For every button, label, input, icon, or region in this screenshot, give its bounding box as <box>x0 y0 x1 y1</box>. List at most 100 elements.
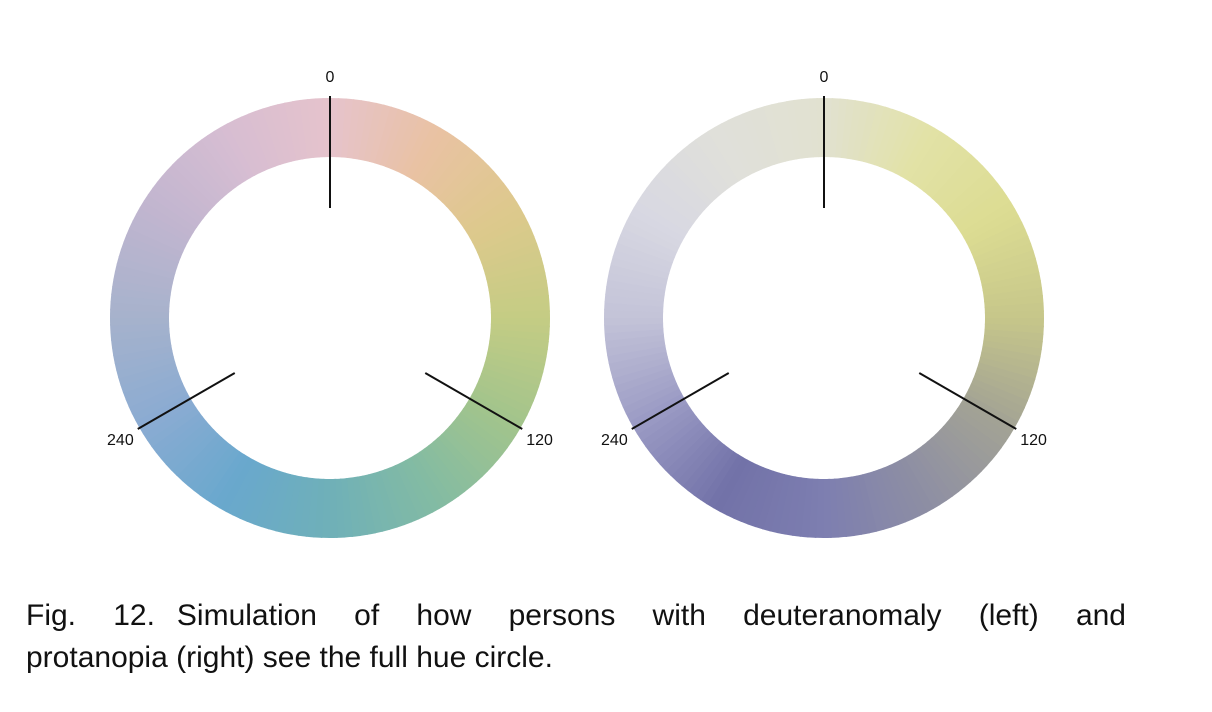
hue-ring-segment <box>962 393 1019 430</box>
hue-ring-segment <box>619 377 677 408</box>
hue-ring-segment <box>968 221 1026 254</box>
hue-ring-segment <box>240 113 271 171</box>
hue-ring-segment <box>740 466 769 525</box>
hue-ring-segment <box>612 361 671 386</box>
hue-ring-segment <box>441 159 490 207</box>
hue-ring-segment <box>488 279 549 297</box>
hue-ring-segment <box>478 373 537 402</box>
hue-ring-segment <box>676 148 722 199</box>
hue-ring-segment <box>131 387 188 422</box>
hue-ring-segment <box>404 457 440 513</box>
hue-ring-segment <box>972 373 1031 402</box>
hue-ring-segment <box>605 333 665 349</box>
hue-ring-segment <box>981 345 1041 366</box>
hue-ring-segment <box>111 339 172 357</box>
hue-ring-segment <box>305 477 319 538</box>
hue-ring-segment <box>123 234 182 263</box>
hue-ring-segment <box>978 257 1038 281</box>
hue-ring-segment <box>965 388 1022 423</box>
hue-ring-segment <box>205 450 245 505</box>
hue-ring-segment <box>282 475 303 535</box>
hue-ring-segment <box>313 478 325 538</box>
hue-ring-segment <box>930 433 977 483</box>
hue-ring-segment <box>170 429 219 477</box>
hue-ring-segment <box>626 213 683 248</box>
hue-ring-segment <box>918 140 961 192</box>
hue-ring-segment <box>200 134 241 188</box>
hue-ring-segment <box>126 227 184 258</box>
hue-ring-segment <box>432 437 478 488</box>
hue-ring-segment <box>616 372 675 401</box>
hue-ring-segment <box>614 241 674 269</box>
hue-ring-segment <box>152 181 204 224</box>
hue-ring-segment <box>963 208 1019 244</box>
hue-ring-segment <box>950 182 1003 225</box>
hue-ring-segment <box>606 278 666 296</box>
hue-ring-segment <box>220 123 256 179</box>
hue-ring-segment <box>472 214 529 249</box>
hue-ring-segment <box>983 329 1044 343</box>
hue-ring-segment <box>146 407 200 448</box>
hue-ring-segment <box>982 279 1043 297</box>
hue-ring-segment <box>878 467 907 526</box>
hue-ring-segment <box>636 402 691 442</box>
hue-ring-segment <box>608 350 668 372</box>
hue-ring-segment <box>904 127 942 183</box>
hue-ring-segment <box>857 102 879 163</box>
hue-ring-segment <box>233 116 266 174</box>
hue-ring-segment <box>314 98 326 158</box>
hue-ring-segment <box>903 454 941 510</box>
hue-ring-segment <box>373 471 398 530</box>
hue-ring-segment <box>120 241 180 269</box>
hue-ring-segment <box>879 111 908 170</box>
hue-ring-segment <box>926 437 972 488</box>
deuteranomaly-tick-labels: 0 120 240 <box>107 69 553 449</box>
hue-ring-segment <box>181 436 227 487</box>
hue-ring-segment <box>460 188 514 229</box>
hue-ring-segment <box>176 433 223 482</box>
hue-ring-segment <box>414 451 454 506</box>
hue-ring-segment <box>785 99 803 160</box>
hue-ring-segment <box>968 383 1025 416</box>
hue-ring-segment <box>143 193 198 233</box>
hue-ring-segment <box>128 382 186 415</box>
hue-ring-segment <box>269 104 293 164</box>
hue-ring-segment <box>984 302 1044 314</box>
hue-ring-segment <box>341 98 355 159</box>
deuteranomaly-hue-ring <box>110 98 550 538</box>
hue-ring-segment <box>770 102 792 162</box>
hue-ring-segment <box>769 473 791 534</box>
hue-ring-segment <box>113 270 173 291</box>
hue-ring-segment <box>935 159 984 207</box>
hue-ring-segment <box>423 444 466 497</box>
hue-ring-segment <box>650 175 702 219</box>
hue-ring-segment <box>632 397 688 435</box>
hue-ring-segment <box>943 170 994 216</box>
hue-ring-segment <box>829 98 841 158</box>
hue-ring-segment <box>187 440 231 492</box>
hue-ring-segment <box>110 322 170 334</box>
hue-ring-segment <box>490 302 550 314</box>
hue-ring-segment <box>135 392 191 428</box>
hue-ring-segment <box>110 293 171 307</box>
hue-ring-segment <box>867 471 892 530</box>
hue-ring-segment <box>714 123 750 179</box>
caption-text-1: Simulation of how persons with deuterano… <box>176 599 1126 632</box>
hue-ring-segment <box>389 465 420 523</box>
hue-ring-segment <box>448 421 499 467</box>
tick-label-120: 120 <box>526 432 553 449</box>
hue-ring-segment <box>884 114 915 172</box>
hue-ring-segment <box>975 242 1034 270</box>
hue-ring-segment <box>384 467 413 526</box>
hue-ring-segment <box>706 453 744 509</box>
hue-ring-segment <box>894 120 929 177</box>
hue-ring-segment <box>856 474 878 534</box>
hue-ring-segment <box>135 206 192 243</box>
hue-ring-segment <box>194 139 237 192</box>
hue-ring-segment <box>973 235 1032 264</box>
hue-ring-segment <box>983 334 1043 351</box>
hue-ring-segment <box>114 263 175 285</box>
hue-ring-segment <box>138 397 194 435</box>
hue-ring-segment <box>441 429 489 478</box>
hue-ring-segment <box>893 460 928 517</box>
